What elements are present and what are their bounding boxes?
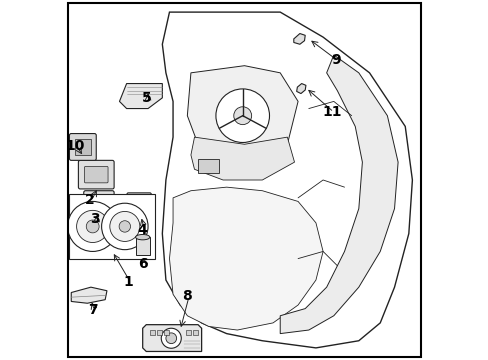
Polygon shape: [162, 12, 411, 348]
Text: 9: 9: [330, 53, 340, 67]
Polygon shape: [280, 55, 397, 334]
Bar: [157, 330, 162, 336]
Bar: [198, 158, 219, 173]
Text: 6: 6: [138, 257, 147, 271]
Polygon shape: [169, 187, 323, 330]
FancyBboxPatch shape: [83, 191, 114, 217]
Text: 7: 7: [88, 303, 97, 318]
Polygon shape: [187, 66, 298, 162]
Circle shape: [216, 89, 269, 143]
Bar: [69, 194, 155, 258]
Bar: [164, 330, 169, 336]
Polygon shape: [190, 137, 294, 180]
Text: 5: 5: [141, 91, 151, 105]
Polygon shape: [293, 33, 305, 44]
Polygon shape: [71, 287, 107, 303]
Text: 8: 8: [182, 289, 192, 303]
Text: 4: 4: [138, 223, 147, 237]
FancyBboxPatch shape: [88, 197, 110, 213]
Circle shape: [77, 210, 108, 243]
Circle shape: [86, 220, 99, 233]
Text: 10: 10: [65, 139, 84, 153]
Bar: [149, 330, 155, 336]
Polygon shape: [296, 84, 305, 94]
FancyBboxPatch shape: [78, 160, 114, 189]
Text: 1: 1: [123, 275, 133, 289]
Polygon shape: [119, 84, 162, 109]
FancyBboxPatch shape: [84, 166, 108, 183]
Circle shape: [102, 203, 148, 249]
Circle shape: [110, 211, 140, 242]
Circle shape: [119, 221, 130, 232]
Ellipse shape: [135, 234, 149, 240]
Text: 11: 11: [322, 105, 341, 119]
Circle shape: [233, 107, 251, 125]
Bar: [192, 330, 198, 336]
Bar: [135, 237, 149, 255]
Circle shape: [161, 328, 181, 348]
Text: 2: 2: [85, 193, 95, 207]
Bar: [75, 139, 91, 155]
Bar: [185, 330, 190, 336]
Text: 3: 3: [90, 212, 100, 226]
FancyBboxPatch shape: [69, 134, 96, 160]
Circle shape: [67, 202, 118, 251]
Circle shape: [165, 333, 176, 343]
Polygon shape: [142, 325, 201, 351]
FancyBboxPatch shape: [127, 193, 151, 215]
